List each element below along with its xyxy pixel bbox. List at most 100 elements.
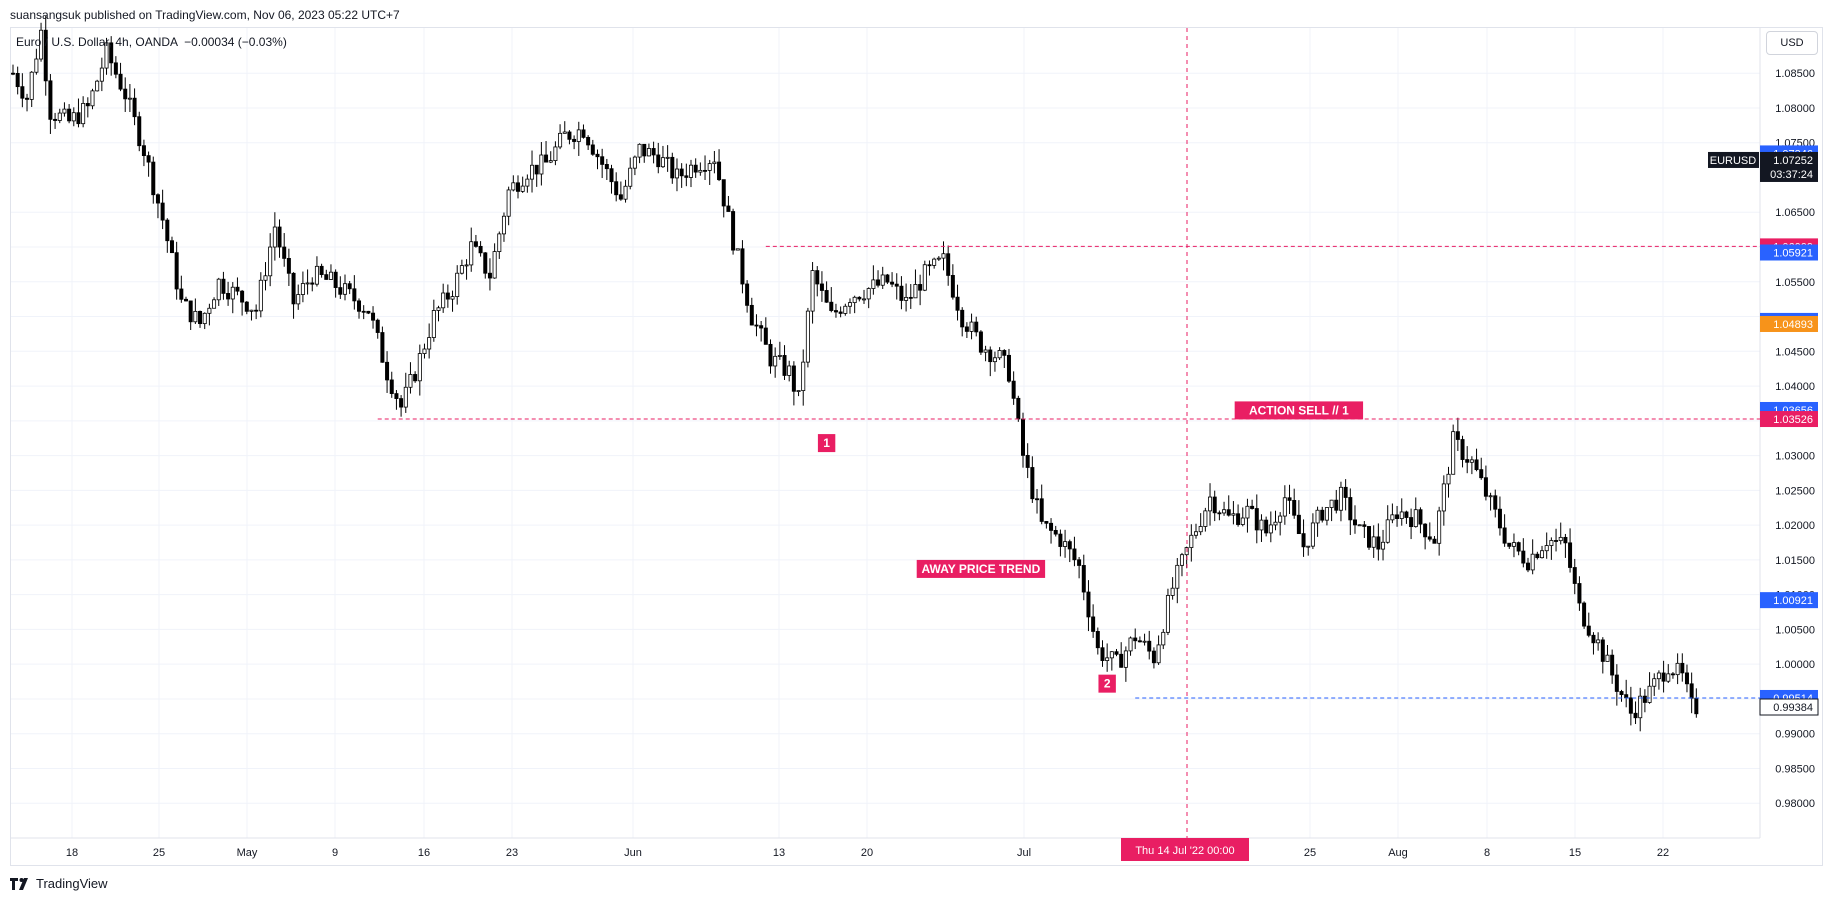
candle-body[interactable] — [1399, 511, 1404, 519]
candle-body[interactable] — [324, 274, 329, 280]
price-label[interactable]: 1.05921 — [1760, 244, 1818, 261]
candle-body[interactable] — [1554, 540, 1559, 542]
candle-body[interactable] — [946, 253, 951, 276]
candle-body[interactable] — [492, 251, 497, 279]
candle-body[interactable] — [39, 29, 44, 60]
candle-body[interactable] — [1628, 697, 1633, 714]
candle-body[interactable] — [1338, 486, 1343, 511]
candle-body[interactable] — [1175, 564, 1180, 589]
candle-body[interactable] — [151, 161, 156, 196]
candle-body[interactable] — [427, 337, 432, 350]
candle-body[interactable] — [712, 161, 717, 165]
annotation-label[interactable]: AWAY PRICE TREND — [916, 559, 1046, 578]
candle-body[interactable] — [553, 146, 558, 161]
candle-body[interactable] — [357, 300, 362, 312]
candle-body[interactable] — [282, 246, 287, 259]
candle-body[interactable] — [403, 386, 408, 408]
candle-body[interactable] — [609, 168, 614, 183]
candle-body[interactable] — [1264, 519, 1269, 534]
candle-body[interactable] — [1063, 541, 1068, 547]
candle-body[interactable] — [1268, 524, 1273, 534]
candle-body[interactable] — [544, 154, 549, 163]
candle-body[interactable] — [1236, 513, 1241, 525]
candle-body[interactable] — [1441, 483, 1446, 512]
candle-body[interactable] — [595, 153, 600, 158]
candle-body[interactable] — [1493, 495, 1498, 510]
candle-body[interactable] — [487, 272, 492, 279]
candle-body[interactable] — [263, 275, 268, 281]
candle-body[interactable] — [314, 265, 319, 285]
candle-body[interactable] — [852, 296, 857, 304]
candle-body[interactable] — [1086, 591, 1091, 618]
candle-body[interactable] — [1362, 524, 1367, 527]
candle-body[interactable] — [221, 278, 226, 294]
candle-body[interactable] — [1170, 587, 1175, 596]
candle-body[interactable] — [1427, 536, 1432, 540]
candle-body[interactable] — [1385, 519, 1390, 543]
candle-body[interactable] — [1329, 499, 1334, 508]
candle-body[interactable] — [277, 226, 282, 248]
candle-body[interactable] — [857, 296, 862, 300]
candle-body[interactable] — [773, 355, 778, 367]
candle-body[interactable] — [717, 161, 722, 181]
candle-body[interactable] — [1301, 533, 1306, 548]
candle-body[interactable] — [394, 393, 399, 399]
candle-body[interactable] — [558, 132, 563, 148]
candle-body[interactable] — [431, 310, 436, 338]
candle-body[interactable] — [754, 324, 759, 327]
candle-body[interactable] — [1619, 691, 1624, 696]
candle-body[interactable] — [62, 108, 67, 114]
candle-body[interactable] — [118, 73, 123, 90]
candle-body[interactable] — [342, 283, 347, 295]
candle-body[interactable] — [796, 390, 801, 392]
candle-body[interactable] — [29, 71, 34, 100]
candle-body[interactable] — [1245, 505, 1250, 519]
candle-body[interactable] — [198, 310, 203, 325]
candle-body[interactable] — [548, 160, 553, 163]
candle-body[interactable] — [511, 182, 516, 191]
candle-body[interactable] — [1006, 354, 1011, 382]
candle-body[interactable] — [385, 361, 390, 381]
candle-body[interactable] — [1521, 550, 1526, 564]
candle-body[interactable] — [1077, 559, 1082, 566]
candle-body[interactable] — [632, 156, 637, 169]
candle-body[interactable] — [244, 301, 249, 312]
candle-body[interactable] — [885, 274, 890, 283]
candle-body[interactable] — [1670, 673, 1675, 676]
candle-body[interactable] — [847, 302, 852, 307]
candle-body[interactable] — [805, 310, 810, 363]
candle-body[interactable] — [689, 164, 694, 178]
candle-body[interactable] — [361, 310, 366, 313]
candle-body[interactable] — [469, 241, 474, 266]
candle-body[interactable] — [623, 185, 628, 200]
candle-body[interactable] — [1030, 467, 1035, 500]
candle-body[interactable] — [1680, 662, 1685, 674]
candle-body[interactable] — [1483, 477, 1488, 497]
candle-body[interactable] — [1633, 712, 1638, 719]
candle-body[interactable] — [525, 178, 530, 187]
candle-body[interactable] — [240, 290, 245, 303]
candle-body[interactable] — [614, 181, 619, 196]
candle-body[interactable] — [1058, 533, 1063, 547]
candle-body[interactable] — [927, 264, 932, 267]
candle-body[interactable] — [731, 211, 736, 251]
candle-body[interactable] — [665, 156, 670, 159]
candle-body[interactable] — [1114, 651, 1119, 655]
candle-body[interactable] — [740, 248, 745, 285]
candle-body[interactable] — [1395, 514, 1400, 519]
candle-body[interactable] — [642, 143, 647, 157]
candle-body[interactable] — [1488, 495, 1493, 498]
candle-body[interactable] — [1100, 647, 1105, 661]
candle-body[interactable] — [1591, 634, 1596, 644]
candle-body[interactable] — [1016, 397, 1021, 420]
candle-body[interactable] — [749, 304, 754, 326]
candle-body[interactable] — [1091, 616, 1096, 632]
candle-body[interactable] — [300, 283, 305, 295]
candle-body[interactable] — [768, 343, 773, 367]
candle-body[interactable] — [123, 88, 128, 100]
candle-body[interactable] — [1217, 512, 1222, 515]
candle-body[interactable] — [254, 309, 259, 312]
candle-body[interactable] — [1053, 530, 1058, 535]
candle-body[interactable] — [1151, 650, 1156, 664]
